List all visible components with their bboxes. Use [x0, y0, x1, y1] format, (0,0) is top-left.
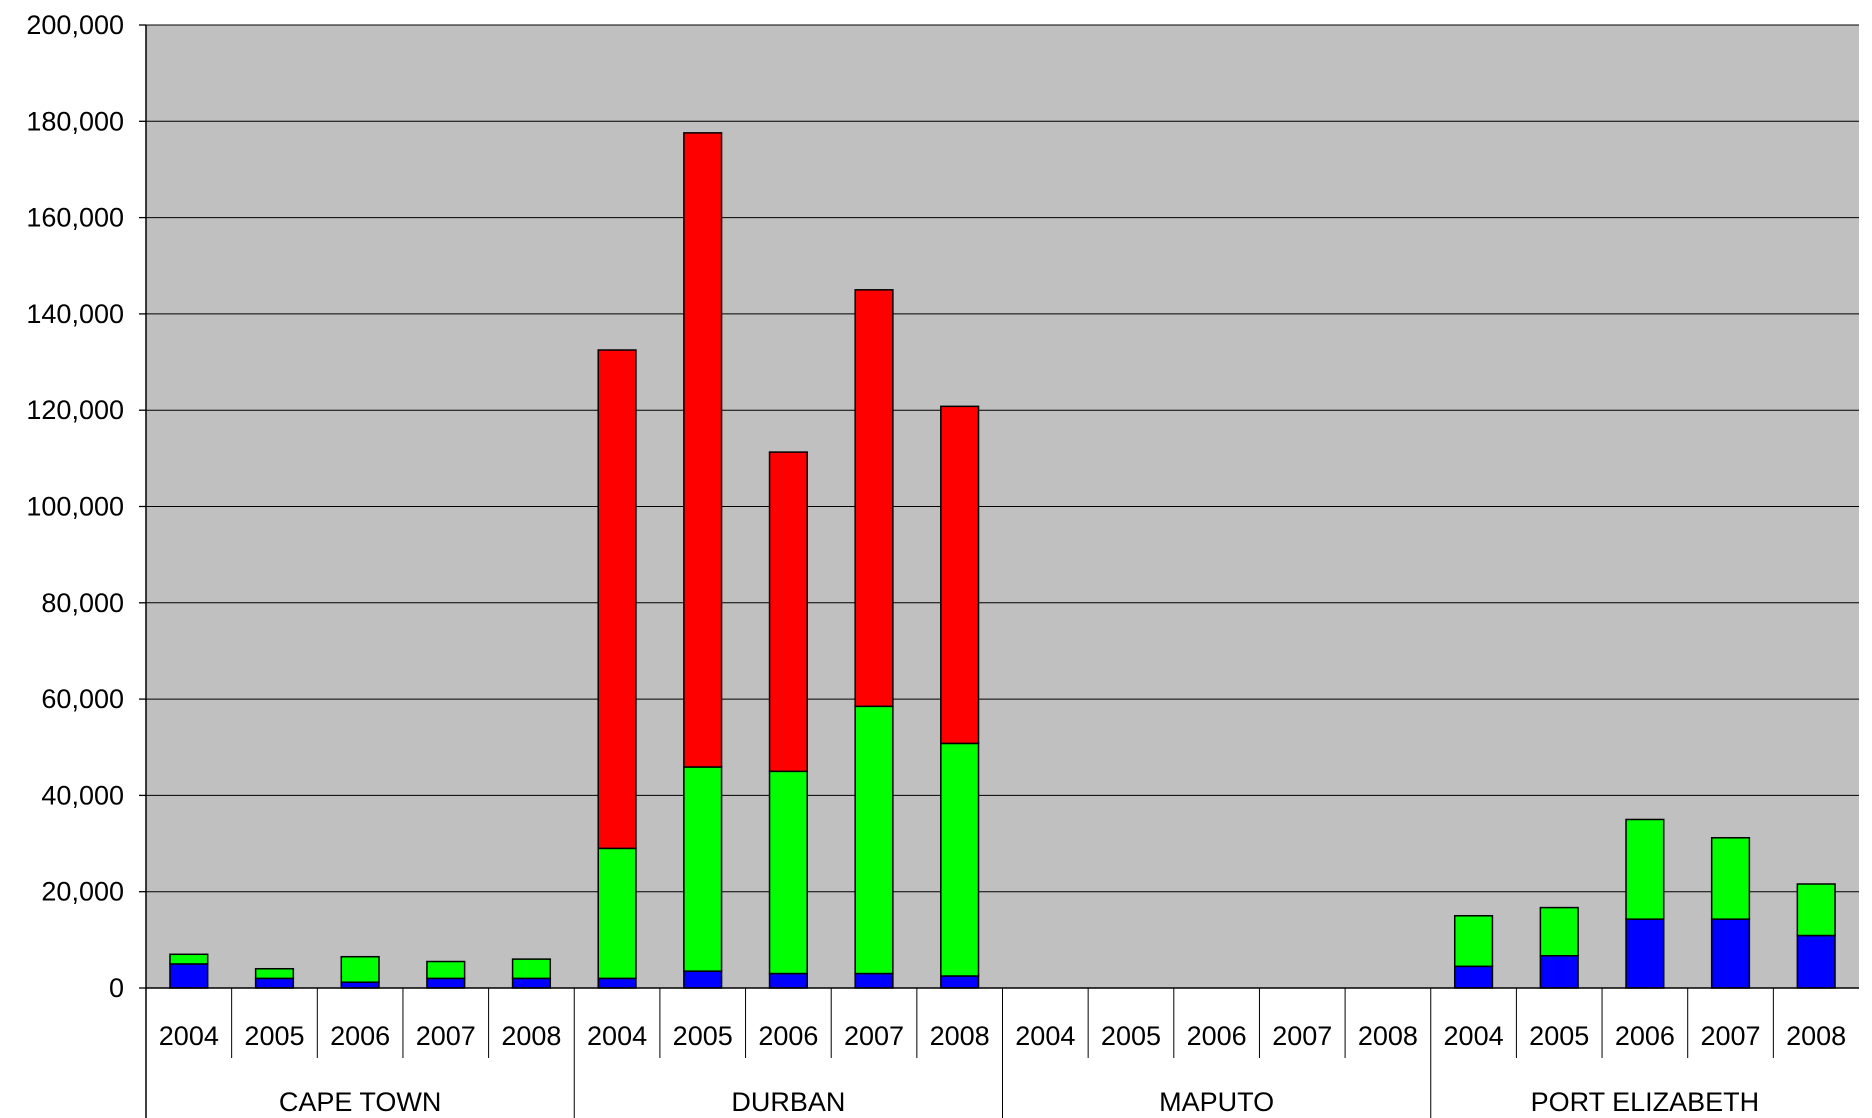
- bar-segment: [1453, 965, 1494, 989]
- bars: [169, 132, 1836, 989]
- bar-segment: [940, 742, 980, 977]
- x-tick-label: 2005: [1529, 1021, 1589, 1051]
- bar-segment: [1796, 883, 1836, 937]
- y-tick-label: 180,000: [26, 106, 124, 136]
- bar-segment: [768, 770, 808, 975]
- x-tick-label: 2007: [1272, 1021, 1332, 1051]
- x-tick-label: 2008: [1786, 1021, 1846, 1051]
- bar-segment: [1796, 934, 1836, 989]
- group-label: CAPE TOWN: [279, 1087, 442, 1117]
- bar-segment: [683, 970, 723, 989]
- x-tick-label: 2004: [1444, 1021, 1504, 1051]
- bar-segment: [597, 977, 637, 989]
- bar-segment: [511, 958, 552, 980]
- y-tick-label: 20,000: [41, 877, 124, 907]
- bar-segment: [854, 289, 894, 708]
- bar-segment: [1625, 818, 1665, 920]
- x-tick-label: 2008: [1358, 1021, 1418, 1051]
- y-tick-label: 100,000: [26, 492, 124, 522]
- y-tick-label: 60,000: [41, 684, 124, 714]
- bar-segment: [597, 349, 637, 850]
- x-tick-label: 2008: [930, 1021, 990, 1051]
- x-axis: 2004 2005 2006 2007 2008 2004 2005 2006 2007 2008…: [145, 987, 1859, 1118]
- x-tick-label: 2004: [1015, 1021, 1075, 1051]
- bar-segment: [940, 405, 980, 745]
- group-label: DURBAN: [731, 1087, 845, 1117]
- x-tick-label: 2004: [159, 1021, 219, 1051]
- x-tick-label: 2007: [844, 1021, 904, 1051]
- group-label: PORT ELIZABETH: [1531, 1087, 1760, 1117]
- bar-segment: [254, 967, 295, 980]
- group-label: MAPUTO: [1159, 1087, 1274, 1117]
- x-tick-label: 2005: [244, 1021, 304, 1051]
- x-tick-label: 2005: [1101, 1021, 1161, 1051]
- bar-segment: [940, 975, 980, 989]
- x-tick-label: 2006: [1615, 1021, 1675, 1051]
- bar-segment: [340, 955, 380, 983]
- bar-segment: [426, 977, 466, 989]
- x-tick-label: 2006: [1187, 1021, 1247, 1051]
- bar-segment: [683, 132, 723, 768]
- y-tick-label: 40,000: [41, 780, 124, 810]
- bar-segment: [1625, 918, 1665, 989]
- y-tick-label: 120,000: [26, 395, 124, 425]
- bar-segment: [1453, 915, 1494, 968]
- y-tick-label: 200,000: [26, 10, 124, 40]
- bar-segment: [1710, 837, 1751, 920]
- x-tick-label: 2005: [673, 1021, 733, 1051]
- bar-segment: [426, 960, 466, 980]
- x-tick-label: 2007: [1700, 1021, 1760, 1051]
- bar-segment: [1539, 954, 1579, 989]
- x-tick-label: 2008: [501, 1021, 561, 1051]
- x-tick-label: 2004: [587, 1021, 647, 1051]
- bar-segment: [768, 451, 808, 773]
- y-tick-label: 160,000: [26, 203, 124, 233]
- y-tick-label: 140,000: [26, 299, 124, 329]
- bar-segment: [340, 981, 380, 989]
- bar-segment: [597, 847, 637, 980]
- bar-segment: [768, 972, 808, 989]
- x-tick-label: 2007: [416, 1021, 476, 1051]
- gridlines: [146, 24, 1859, 893]
- bar-segment: [511, 977, 552, 989]
- y-tick-label: 80,000: [41, 588, 124, 618]
- x-tick-label: 2006: [758, 1021, 818, 1051]
- x-tick-label: 2006: [330, 1021, 390, 1051]
- y-tick-label: 0: [109, 973, 124, 1003]
- bar-segment: [854, 972, 894, 989]
- bar-segment: [1710, 918, 1751, 989]
- bar-segment: [1539, 906, 1579, 957]
- bar-segment: [169, 963, 209, 989]
- bar-segment: [854, 705, 894, 975]
- bar-segment: [169, 953, 209, 965]
- bar-segment: [683, 766, 723, 972]
- y-axis: 0 20,000 40,000 60,000 80,000 100,000 120,000 1…: [26, 10, 147, 1003]
- bar-segment: [254, 977, 295, 989]
